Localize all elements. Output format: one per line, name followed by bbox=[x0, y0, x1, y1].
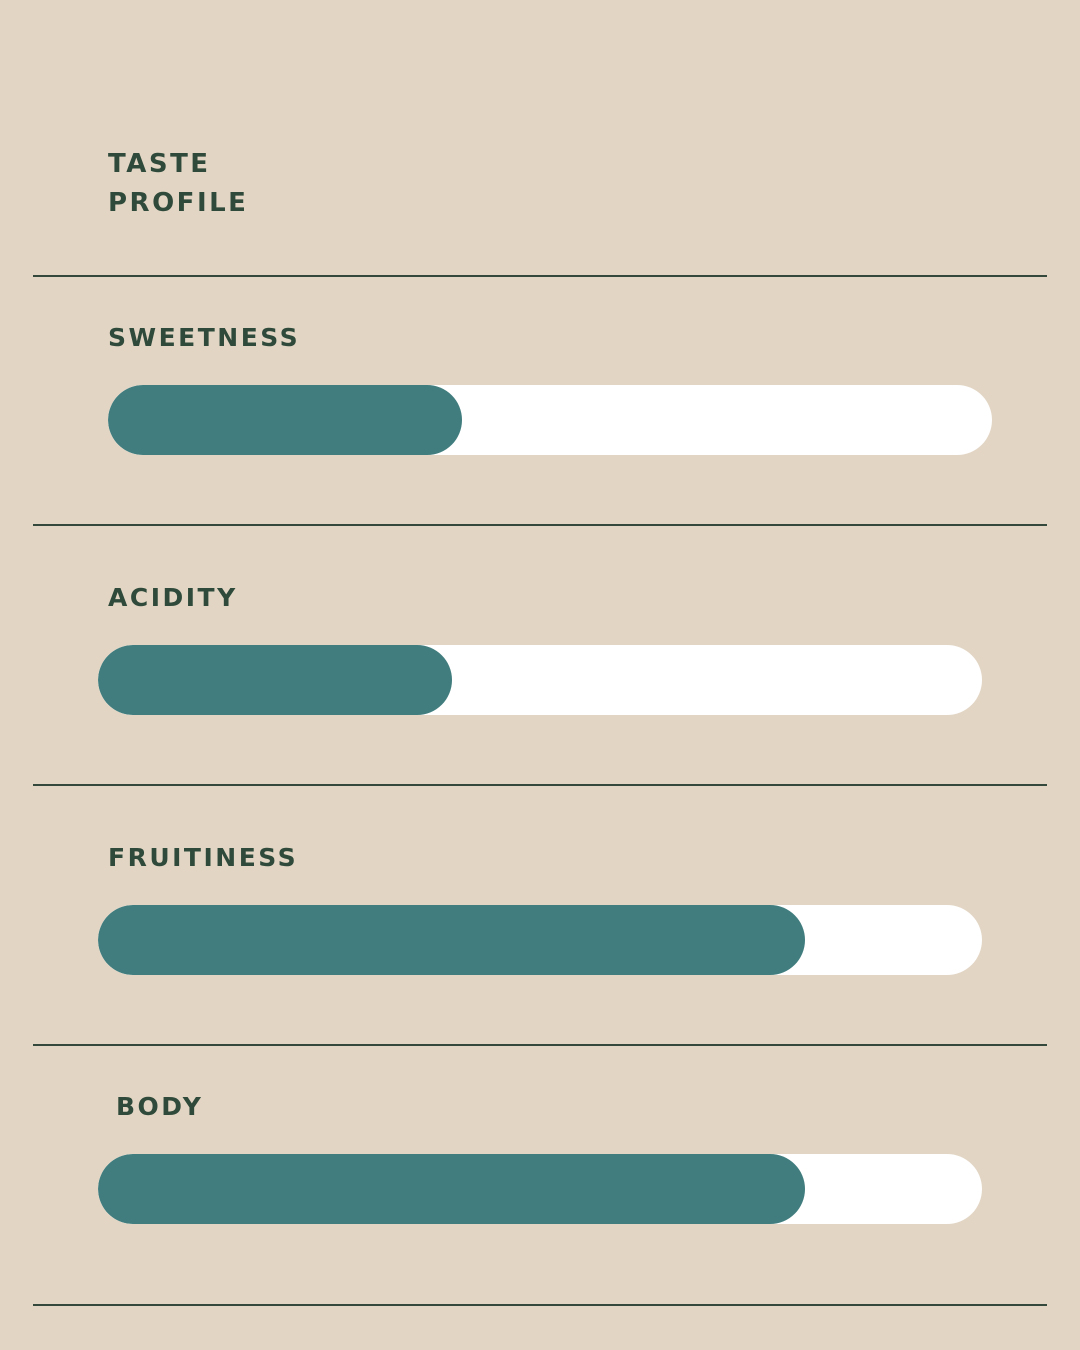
divider bbox=[33, 275, 1047, 277]
fruitiness-bar bbox=[98, 905, 982, 975]
divider bbox=[33, 1044, 1047, 1046]
fruitiness-bar-fill bbox=[98, 905, 806, 975]
label-body: BODY bbox=[116, 1092, 204, 1121]
title-line-1: TASTE bbox=[108, 149, 211, 179]
sweetness-bar bbox=[108, 385, 992, 455]
sweetness-bar-fill bbox=[108, 385, 462, 455]
acidity-bar bbox=[98, 645, 982, 715]
body-bar bbox=[98, 1154, 982, 1224]
page-title: TASTE PROFILE bbox=[108, 145, 248, 223]
acidity-bar-fill bbox=[98, 645, 452, 715]
title-line-2: PROFILE bbox=[108, 188, 249, 218]
divider bbox=[33, 524, 1047, 526]
divider bbox=[33, 784, 1047, 786]
label-sweetness: SWEETNESS bbox=[108, 323, 301, 352]
label-fruitiness: FRUITINESS bbox=[108, 843, 299, 872]
label-acidity: ACIDITY bbox=[108, 583, 238, 612]
divider bbox=[33, 1304, 1047, 1306]
body-bar-fill bbox=[98, 1154, 806, 1224]
